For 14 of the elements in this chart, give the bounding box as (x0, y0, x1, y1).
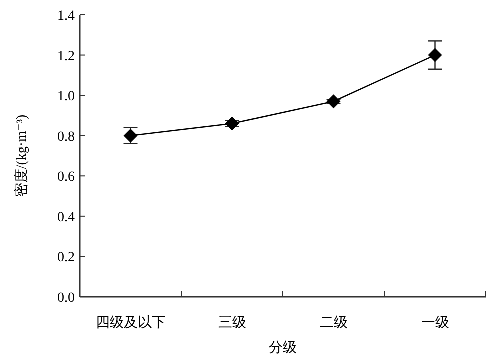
x-tick-label: 四级及以下 (96, 315, 166, 331)
y-tick-label: 0.4 (58, 210, 75, 226)
y-tick-label: 1.0 (58, 90, 75, 105)
y-tick-label: 0.8 (58, 130, 75, 145)
y-tick-label: 0.2 (58, 250, 75, 266)
x-tick-label: 三级 (218, 315, 246, 331)
y-axis-title: 密度/(kg·m⁻³) (14, 114, 30, 198)
x-tick-label: 二级 (320, 315, 348, 331)
x-tick-label: 一级 (421, 315, 450, 331)
y-tick-label: 1.2 (58, 49, 75, 64)
y-tick-label: 0.6 (58, 170, 75, 186)
x-axis-title: 分级 (269, 340, 297, 356)
y-tick-label: 0.0 (58, 291, 75, 306)
y-tick-label: 1.4 (58, 9, 75, 24)
